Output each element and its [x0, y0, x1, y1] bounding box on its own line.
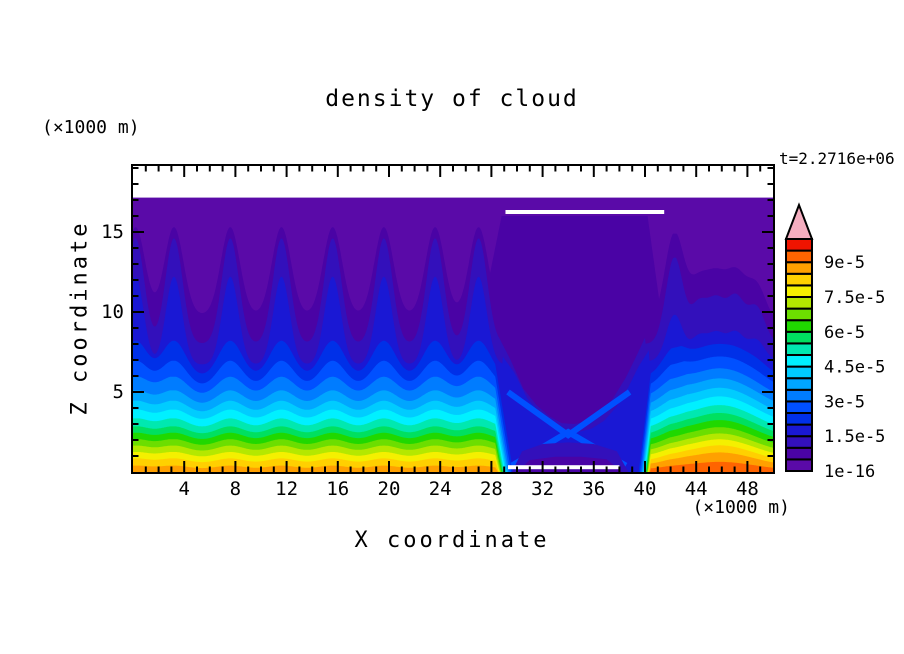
x-axis-unit-label: (×1000 m)	[692, 497, 790, 518]
colorbar-box	[785, 261, 813, 275]
x-tick-label: 12	[275, 478, 299, 500]
colorbar-box	[785, 307, 813, 322]
white-mask-segment	[508, 465, 620, 470]
colorbar-box	[785, 446, 813, 461]
plot-area	[131, 164, 775, 474]
z-tick-label: 15	[101, 221, 124, 243]
colorbar-label: 9e-5	[824, 253, 865, 273]
colorbar-label: 4.5e-5	[824, 358, 885, 378]
contour-plot	[133, 166, 773, 472]
x-tick-label: 4	[178, 478, 190, 500]
colorbar-box	[785, 458, 813, 472]
colorbar-box	[785, 330, 813, 345]
x-tick-label: 40	[633, 478, 657, 500]
colorbar-box	[785, 400, 813, 414]
contour-band	[133, 452, 773, 472]
colorbar-label: 1e-16	[824, 462, 875, 482]
colorbar-overflow-arrow	[784, 202, 814, 240]
colorbar-box	[785, 377, 813, 391]
x-tick-label: 44	[684, 478, 708, 500]
x-tick-label: 28	[479, 478, 503, 500]
colorbar-box	[785, 238, 813, 252]
x-tick-label: 8	[229, 478, 242, 500]
colorbar-box	[785, 435, 813, 449]
colorbar-box	[785, 284, 813, 299]
colorbar-box	[785, 365, 813, 380]
time-annotation: t=2.2716e+06	[779, 149, 895, 168]
colorbar-box	[785, 388, 813, 403]
x-tick-label: 32	[531, 478, 555, 500]
x-tick-label: 48	[735, 478, 759, 500]
colorbar-box	[785, 319, 813, 333]
white-mask-segment	[505, 210, 665, 214]
contour-band	[133, 445, 773, 472]
colorbar-box	[785, 342, 813, 356]
x-tick-label: 36	[582, 478, 606, 500]
colorbar: 1e-16 1.5e-5 3e-5 4.5e-5 6e-5 7.5e-5 9e-5	[784, 202, 885, 482]
z-axis-unit-label: (×1000 m)	[42, 117, 140, 138]
colorbar-box	[785, 296, 813, 310]
colorbar-box	[785, 423, 813, 438]
z-tick-label: 5	[112, 381, 124, 403]
x-tick-label: 16	[326, 478, 350, 500]
colorbar-box	[785, 249, 813, 264]
colorbar-box	[785, 354, 813, 368]
colorbar-label: 6e-5	[824, 323, 865, 343]
colorbar-label: 7.5e-5	[824, 288, 885, 308]
x-tick-label: 24	[428, 478, 452, 500]
z-tick-label: 10	[101, 301, 124, 323]
colorbar-box	[785, 412, 813, 426]
x-tick-label: 20	[377, 478, 401, 500]
colorbar-box	[785, 272, 813, 287]
x-axis-title: X coordinate	[354, 528, 550, 553]
colorbar-label: 3e-5	[824, 392, 865, 412]
colorbar-label: 1.5e-5	[824, 427, 885, 447]
plot-title: density of cloud	[325, 86, 579, 112]
